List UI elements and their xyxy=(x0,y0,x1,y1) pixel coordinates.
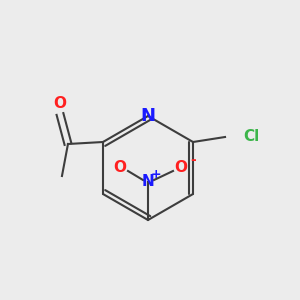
Text: Cl: Cl xyxy=(243,130,259,145)
Text: O: O xyxy=(113,160,127,175)
Text: +: + xyxy=(151,169,161,182)
Text: N: N xyxy=(140,107,155,125)
Text: -: - xyxy=(190,153,196,167)
Text: O: O xyxy=(53,97,67,112)
Text: O: O xyxy=(175,160,188,175)
Text: N: N xyxy=(142,175,154,190)
